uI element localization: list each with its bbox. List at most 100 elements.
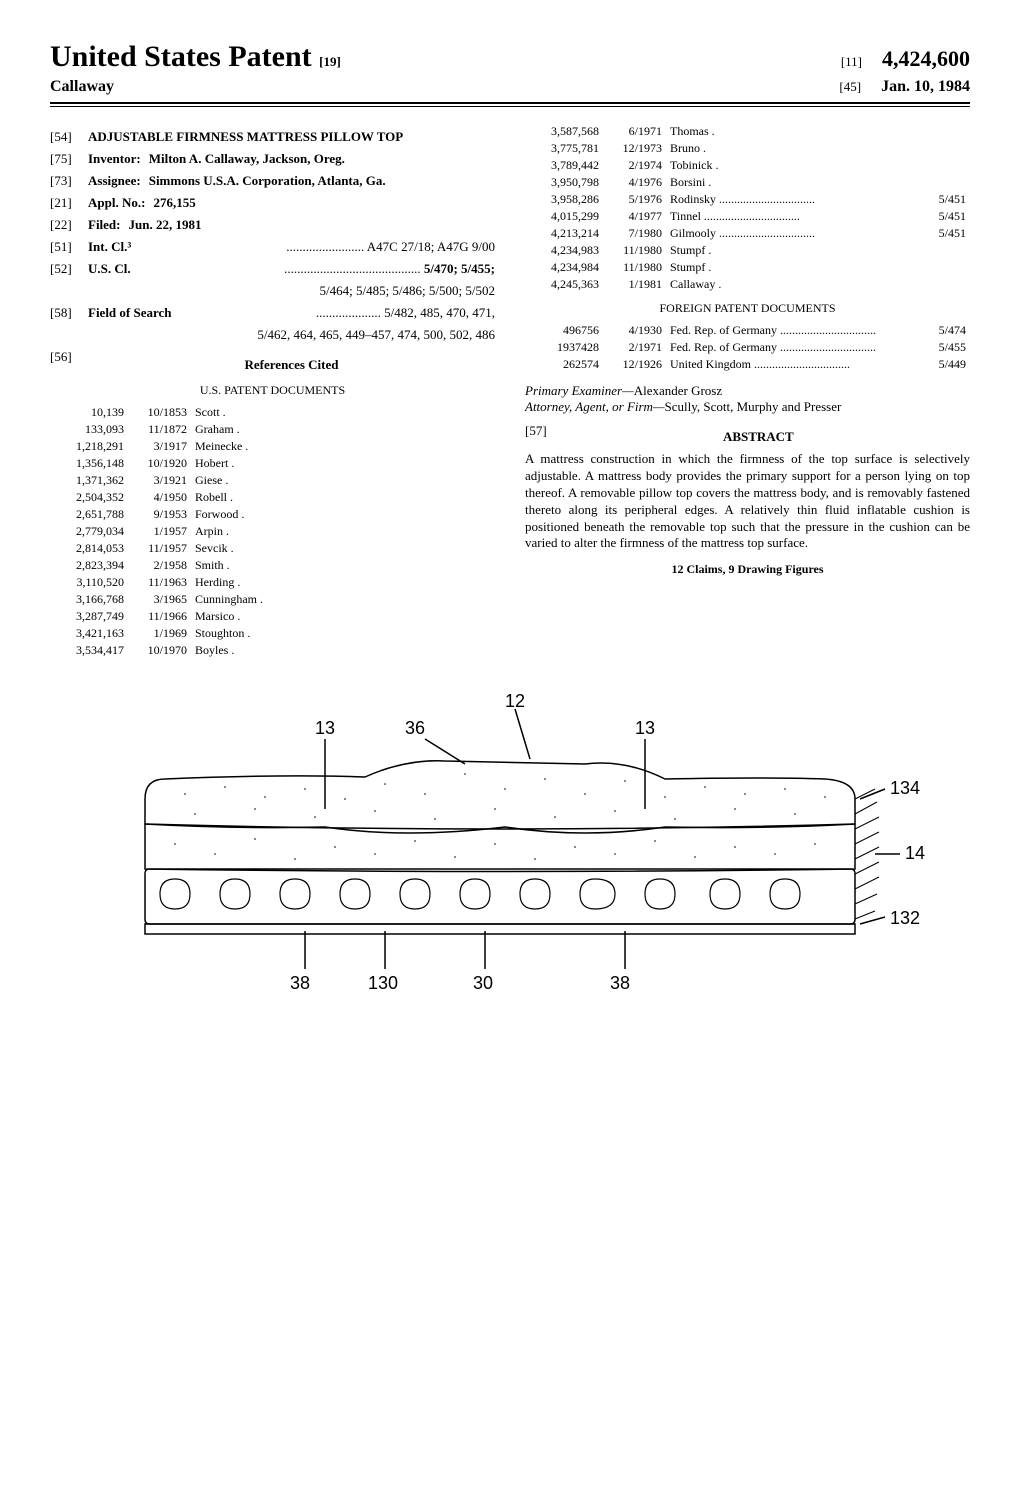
patent-ref-row: 3,958,2865/1976Rodinsky ................… [525, 191, 970, 208]
us-patents-heading: U.S. PATENT DOCUMENTS [50, 383, 495, 398]
label-13b: 13 [635, 718, 655, 738]
patent-ref-row: 19374282/1971Fed. Rep. of Germany ......… [525, 339, 970, 356]
abstract-header: [57] ABSTRACT [525, 423, 970, 451]
inventor-value: Milton A. Callaway, Jackson, Oreg. [149, 151, 345, 166]
attorney-label: Attorney, Agent, or Firm— [525, 399, 665, 414]
filed-value: Jun. 22, 1981 [129, 217, 202, 232]
title-text: United States Patent [50, 40, 312, 73]
label-12: 12 [505, 691, 525, 711]
patent-ref-row: 4,015,2994/1977Tinnel ..................… [525, 208, 970, 225]
patent-ref-row: 4,234,98411/1980Stumpf . [525, 259, 970, 276]
inventor-surname: Callaway [50, 78, 341, 96]
label-134: 134 [890, 778, 920, 798]
foreign-patents-table: 4967564/1930Fed. Rep. of Germany .......… [525, 322, 970, 373]
patent-ref-row: 4,213,2147/1980Gilmooly ................… [525, 225, 970, 242]
abstract-heading: ABSTRACT [547, 429, 970, 445]
search-value-2: 5/462, 464, 465, 449–457, 474, 500, 502,… [50, 327, 495, 343]
field-label: Appl. No.: [88, 195, 153, 211]
field-22: [22] Filed: Jun. 22, 1981 [50, 217, 495, 233]
header-right: [11] 4,424,600 [45] Jan. 10, 1984 [839, 46, 970, 96]
examiner-row: Primary Examiner—Alexander Grosz [525, 383, 970, 399]
us-cl-value: 5/470; 5/455; [424, 261, 495, 276]
field-num: [52] [50, 261, 88, 277]
patent-ref-row: 3,950,7984/1976Borsini . [525, 174, 970, 191]
field-21: [21] Appl. No.: 276,155 [50, 195, 495, 211]
field-73: [73] Assignee: Simmons U.S.A. Corporatio… [50, 173, 495, 189]
field-label: Int. Cl.³ [88, 239, 131, 254]
patent-number: 4,424,600 [882, 46, 970, 72]
field-num: [54] [50, 129, 88, 145]
field-label: Field of Search [88, 305, 172, 320]
field-num: [21] [50, 195, 88, 211]
patent-header: United States Patent [19] Callaway [11] … [50, 40, 970, 96]
field-num: [73] [50, 173, 88, 189]
right-column: 3,587,5686/1971Thomas .3,775,78112/1973B… [525, 123, 970, 659]
examiner-label: Primary Examiner— [525, 383, 634, 398]
label-38b: 38 [610, 973, 630, 993]
header-left: United States Patent [19] Callaway [50, 40, 341, 96]
attorney-row: Attorney, Agent, or Firm—Scully, Scott, … [525, 399, 970, 415]
search-value: 5/482, 485, 470, 471, [384, 305, 495, 320]
field-51: [51] Int. Cl.³ ........................ … [50, 239, 495, 255]
field-num: [58] [50, 305, 88, 321]
field-num: [56] [50, 349, 88, 377]
field-75: [75] Inventor: Milton A. Callaway, Jacks… [50, 151, 495, 167]
field-num: [51] [50, 239, 88, 255]
field-56: [56] References Cited [50, 349, 495, 377]
field-52: [52] U.S. Cl. ..........................… [50, 261, 495, 277]
title-bracket: [19] [319, 54, 341, 69]
int-cl-value: A47C 27/18; A47G 9/00 [367, 239, 495, 254]
patent-ref-row: 1,218,2913/1917Meinecke . [50, 438, 495, 455]
label-130: 130 [368, 973, 398, 993]
field-label: Filed: [88, 217, 129, 233]
assignee-value: Simmons U.S.A. Corporation, Atlanta, Ga. [149, 173, 386, 188]
references-heading: References Cited [88, 357, 495, 373]
field-54: [54] ADJUSTABLE FIRMNESS MATTRESS PILLOW… [50, 129, 495, 145]
us-patents-table-right: 3,587,5686/1971Thomas .3,775,78112/1973B… [525, 123, 970, 293]
patent-ref-row: 2,814,05311/1957Sevcik . [50, 540, 495, 557]
patent-ref-row: 26257412/1926United Kingdom ............… [525, 356, 970, 373]
patent-ref-row: 3,587,5686/1971Thomas . [525, 123, 970, 140]
patent-ref-row: 3,421,1631/1969Stoughton . [50, 625, 495, 642]
field-label: U.S. Cl. [88, 261, 131, 276]
label-14: 14 [905, 843, 925, 863]
patent-ref-row: 4967564/1930Fed. Rep. of Germany .......… [525, 322, 970, 339]
label-30: 30 [473, 973, 493, 993]
foreign-heading: FOREIGN PATENT DOCUMENTS [525, 301, 970, 316]
field-num: [75] [50, 151, 88, 167]
examiner-value: Alexander Grosz [634, 383, 722, 398]
document-title: United States Patent [19] [50, 40, 341, 74]
patent-ref-row: 2,823,3942/1958Smith . [50, 557, 495, 574]
patent-ref-row: 3,110,52011/1963Herding . [50, 574, 495, 591]
header-rule [50, 102, 970, 107]
abstract-text: A mattress construction in which the fir… [525, 451, 970, 552]
patent-ref-row: 3,789,4422/1974Tobinick . [525, 157, 970, 174]
claims-line: 12 Claims, 9 Drawing Figures [525, 562, 970, 577]
invention-title: ADJUSTABLE FIRMNESS MATTRESS PILLOW TOP [88, 129, 403, 145]
field-num: [22] [50, 217, 88, 233]
patent-ref-row: 2,504,3524/1950Robell . [50, 489, 495, 506]
date-bracket: [45] [839, 79, 861, 95]
label-132: 132 [890, 908, 920, 928]
patent-ref-row: 3,775,78112/1973Bruno . [525, 140, 970, 157]
attorney-value: Scully, Scott, Murphy and Presser [665, 399, 842, 414]
patent-ref-row: 133,09311/1872Graham . [50, 421, 495, 438]
field-label: Assignee: [88, 173, 149, 189]
num-bracket: [11] [841, 54, 862, 70]
mattress-figure: 12 13 36 13 134 14 132 38 130 30 38 [85, 679, 935, 999]
field-label: Inventor: [88, 151, 149, 167]
us-patents-table-left: 10,13910/1853Scott .133,09311/1872Graham… [50, 404, 495, 659]
abstract-bracket: [57] [525, 423, 547, 451]
patent-drawing: 12 13 36 13 134 14 132 38 130 30 38 [50, 679, 970, 1003]
appl-no-value: 276,155 [153, 195, 195, 210]
label-38a: 38 [290, 973, 310, 993]
label-13a: 13 [315, 718, 335, 738]
patent-ref-row: 10,13910/1853Scott . [50, 404, 495, 421]
us-cl-value-2: 5/464; 5/485; 5/486; 5/500; 5/502 [50, 283, 495, 299]
patent-ref-row: 4,234,98311/1980Stumpf . [525, 242, 970, 259]
field-58: [58] Field of Search ...................… [50, 305, 495, 321]
patent-ref-row: 3,166,7683/1965Cunningham . [50, 591, 495, 608]
patent-ref-row: 1,356,14810/1920Hobert . [50, 455, 495, 472]
left-column: [54] ADJUSTABLE FIRMNESS MATTRESS PILLOW… [50, 123, 495, 659]
label-36: 36 [405, 718, 425, 738]
